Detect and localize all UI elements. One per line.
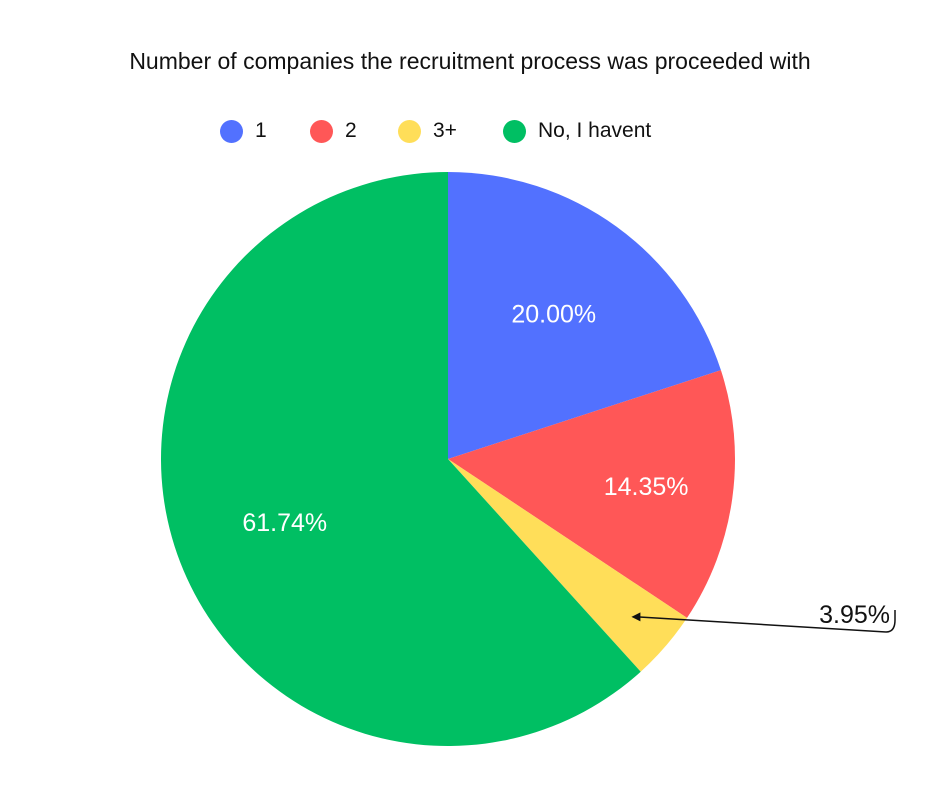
legend-swatch-3plus: [398, 119, 421, 143]
pie-slice-no: [161, 172, 641, 746]
legend-swatch-no: [503, 119, 526, 143]
legend-item-no: No, I havent: [503, 116, 651, 146]
legend-label-2: 2: [345, 119, 357, 142]
legend-item-3plus: 3+: [398, 116, 457, 146]
callout-arrowhead: [631, 612, 641, 622]
legend-swatch-1: [220, 119, 243, 143]
callout-line: [637, 616, 887, 633]
legend-label-no: No, I havent: [538, 119, 652, 142]
callout-3plus: 3.95%: [631, 601, 896, 633]
callout-hook: [885, 610, 896, 633]
slice-label-1: 20.00%: [511, 300, 596, 328]
legend-label-3plus: 3+: [433, 119, 457, 142]
pie-slice-2: [448, 370, 735, 618]
legend-item-2: 2: [310, 116, 357, 146]
slice-label-2: 14.35%: [604, 473, 689, 501]
legend-label-1: 1: [255, 119, 267, 142]
pie-slice-3plus: [448, 459, 688, 672]
chart-title: Number of companies the recruitment proc…: [129, 48, 811, 74]
slice-label-no: 61.74%: [242, 509, 327, 537]
legend-swatch-2: [310, 119, 333, 143]
pie-slice-1: [448, 172, 721, 459]
legend-item-1: 1: [220, 116, 267, 146]
slice-label-3plus: 3.95%: [819, 601, 890, 629]
chart-legend: 1 2 3+ No, I havent: [0, 116, 940, 146]
